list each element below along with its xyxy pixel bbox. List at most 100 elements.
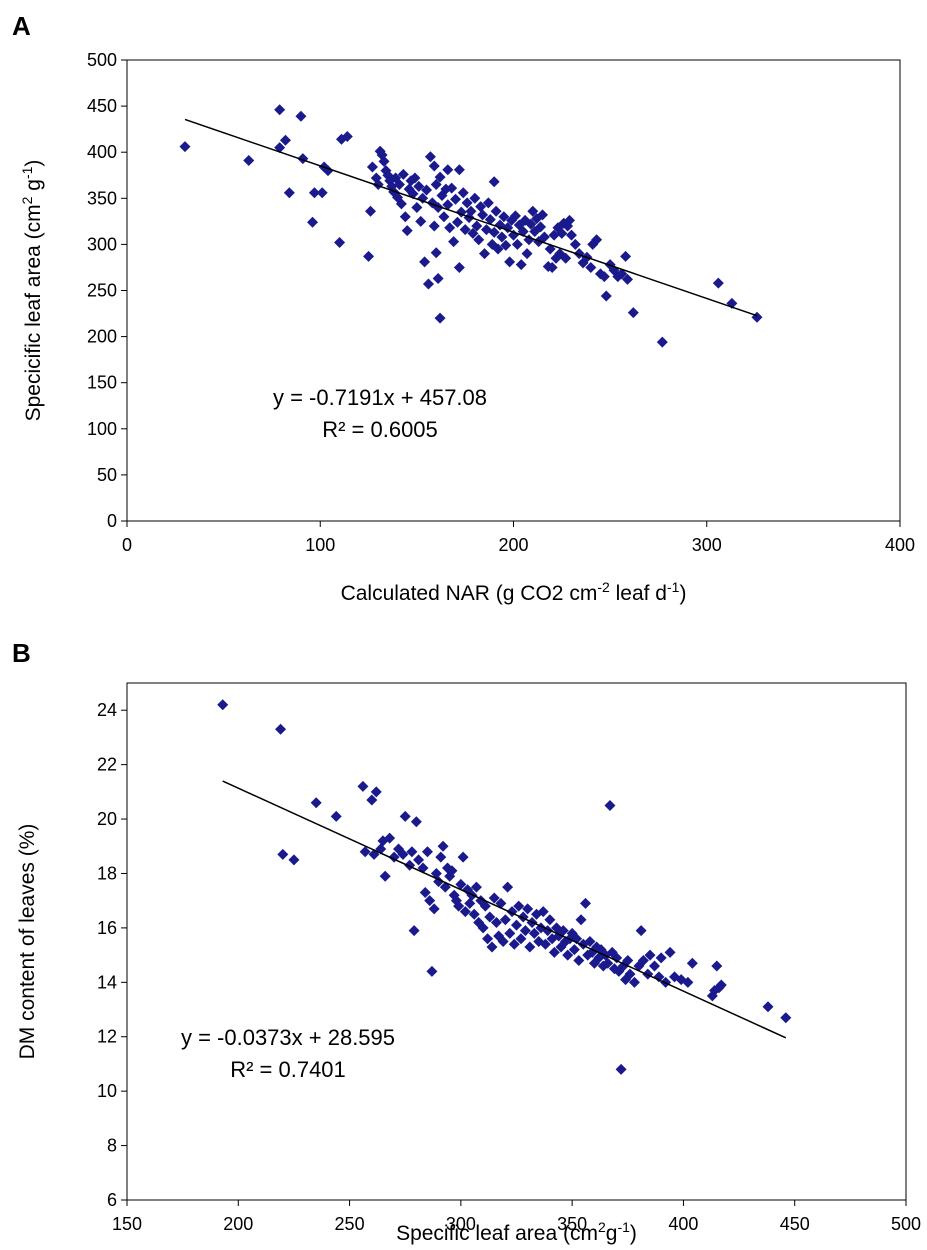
data-point-marker xyxy=(406,846,418,858)
data-point-marker xyxy=(575,914,587,926)
panel-label-b: B xyxy=(12,638,31,668)
data-point-marker xyxy=(341,131,353,143)
data-point-marker xyxy=(435,851,447,863)
y-tick-label: 450 xyxy=(87,96,117,116)
data-point-marker xyxy=(310,797,322,809)
x-tick-label: 400 xyxy=(885,535,915,555)
data-point-marker xyxy=(461,197,473,209)
data-point-marker xyxy=(479,900,491,912)
data-point-marker xyxy=(711,960,723,972)
y-tick-label: 400 xyxy=(87,142,117,162)
data-point-marker xyxy=(490,205,502,217)
x-axis-title-sup2: -1 xyxy=(667,579,680,595)
data-point-marker xyxy=(424,895,436,907)
data-point-marker xyxy=(446,865,458,877)
x-axis-title-post: ) xyxy=(630,1222,637,1245)
data-point-marker xyxy=(459,906,471,918)
data-point-marker xyxy=(504,927,516,939)
y-axis-title: Specicific leaf area (cm2 g-1) xyxy=(19,160,45,422)
data-point-marker xyxy=(277,848,289,860)
data-point-marker xyxy=(397,168,409,180)
data-point-marker xyxy=(528,927,540,939)
data-point-marker xyxy=(484,214,496,226)
data-point-marker xyxy=(539,938,551,950)
data-point-marker xyxy=(550,252,562,264)
y-tick-label: 14 xyxy=(97,972,117,992)
data-point-marker xyxy=(751,311,763,323)
x-tick-label: 250 xyxy=(335,1214,365,1234)
x-axis-title-sup2: -1 xyxy=(617,1219,630,1235)
data-point-marker xyxy=(482,933,494,945)
data-point-marker xyxy=(568,944,580,956)
data-point-marker xyxy=(459,224,471,236)
regression-equation: y = -0.0373x + 28.595 xyxy=(181,1025,395,1050)
data-point-marker xyxy=(434,171,446,183)
data-point-marker xyxy=(430,247,442,259)
y-tick-label: 350 xyxy=(87,188,117,208)
data-point-marker xyxy=(413,854,425,866)
data-point-marker xyxy=(409,172,421,184)
data-point-marker xyxy=(421,184,433,196)
data-point-marker xyxy=(477,922,489,934)
data-point-marker xyxy=(664,946,676,958)
plot-area-frame xyxy=(126,682,907,1201)
data-point-marker xyxy=(217,699,229,711)
data-point-marker xyxy=(492,243,504,255)
data-point-marker xyxy=(421,846,433,858)
data-point-marker xyxy=(557,925,569,937)
regression-equation: y = -0.7191x + 457.08 xyxy=(273,385,487,410)
data-point-marker xyxy=(446,182,458,194)
data-point-marker xyxy=(363,250,375,262)
data-point-marker xyxy=(556,227,568,239)
data-point-marker xyxy=(537,906,549,918)
data-point-marker xyxy=(562,949,574,961)
data-point-marker xyxy=(488,892,500,904)
data-point-marker xyxy=(560,252,572,264)
x-tick-label: 200 xyxy=(223,1214,253,1234)
y-tick-label: 6 xyxy=(107,1190,117,1210)
y-axis-title-sup2: -1 xyxy=(19,166,35,179)
data-point-marker xyxy=(288,854,300,866)
data-point-marker xyxy=(330,810,342,822)
data-point-marker xyxy=(442,164,454,176)
data-point-marker xyxy=(565,229,577,241)
plot-area-frame xyxy=(126,59,901,522)
data-point-marker xyxy=(413,180,425,192)
data-point-marker xyxy=(426,965,438,977)
data-point-marker xyxy=(519,925,531,937)
data-point-marker xyxy=(477,209,489,221)
x-tick-label: 100 xyxy=(305,535,335,555)
y-axis-title-sup1: 2 xyxy=(19,196,35,204)
data-point-marker xyxy=(622,955,634,967)
data-point-marker xyxy=(366,161,378,173)
data-point-marker xyxy=(401,225,413,237)
data-point-marker xyxy=(584,936,596,947)
x-tick-label: 150 xyxy=(112,1214,142,1234)
y-tick-label: 100 xyxy=(87,419,117,439)
data-point-marker xyxy=(616,268,628,280)
data-point-marker xyxy=(424,151,436,163)
x-tick-label: 300 xyxy=(446,1214,476,1234)
data-point-marker xyxy=(712,277,724,289)
data-point-marker xyxy=(417,192,429,204)
data-point-marker xyxy=(437,840,449,852)
r-squared-label: R² = 0.7401 xyxy=(230,1057,346,1082)
data-point-marker xyxy=(357,780,369,792)
x-axis-title: Calculated NAR (g CO2 cm-2 leaf d-1) xyxy=(341,579,687,605)
data-point-marker xyxy=(399,810,411,822)
x-tick-label: 450 xyxy=(780,1214,810,1234)
data-point-marker xyxy=(307,216,319,228)
x-axis-title: Specific leaf area (cm2g-1) xyxy=(396,1219,637,1245)
data-point-marker xyxy=(432,273,444,285)
y-tick-label: 500 xyxy=(87,50,117,70)
data-point-marker xyxy=(479,248,491,260)
data-point-marker xyxy=(395,198,407,210)
data-point-marker xyxy=(471,220,483,232)
y-axis-title-post: ) xyxy=(22,160,45,167)
data-point-marker xyxy=(397,848,409,860)
data-point-marker xyxy=(475,201,487,213)
x-axis-title-mid: leaf d xyxy=(610,582,667,605)
y-tick-label: 24 xyxy=(97,700,117,720)
data-point-marker xyxy=(379,870,391,882)
data-point-marker xyxy=(488,176,500,188)
